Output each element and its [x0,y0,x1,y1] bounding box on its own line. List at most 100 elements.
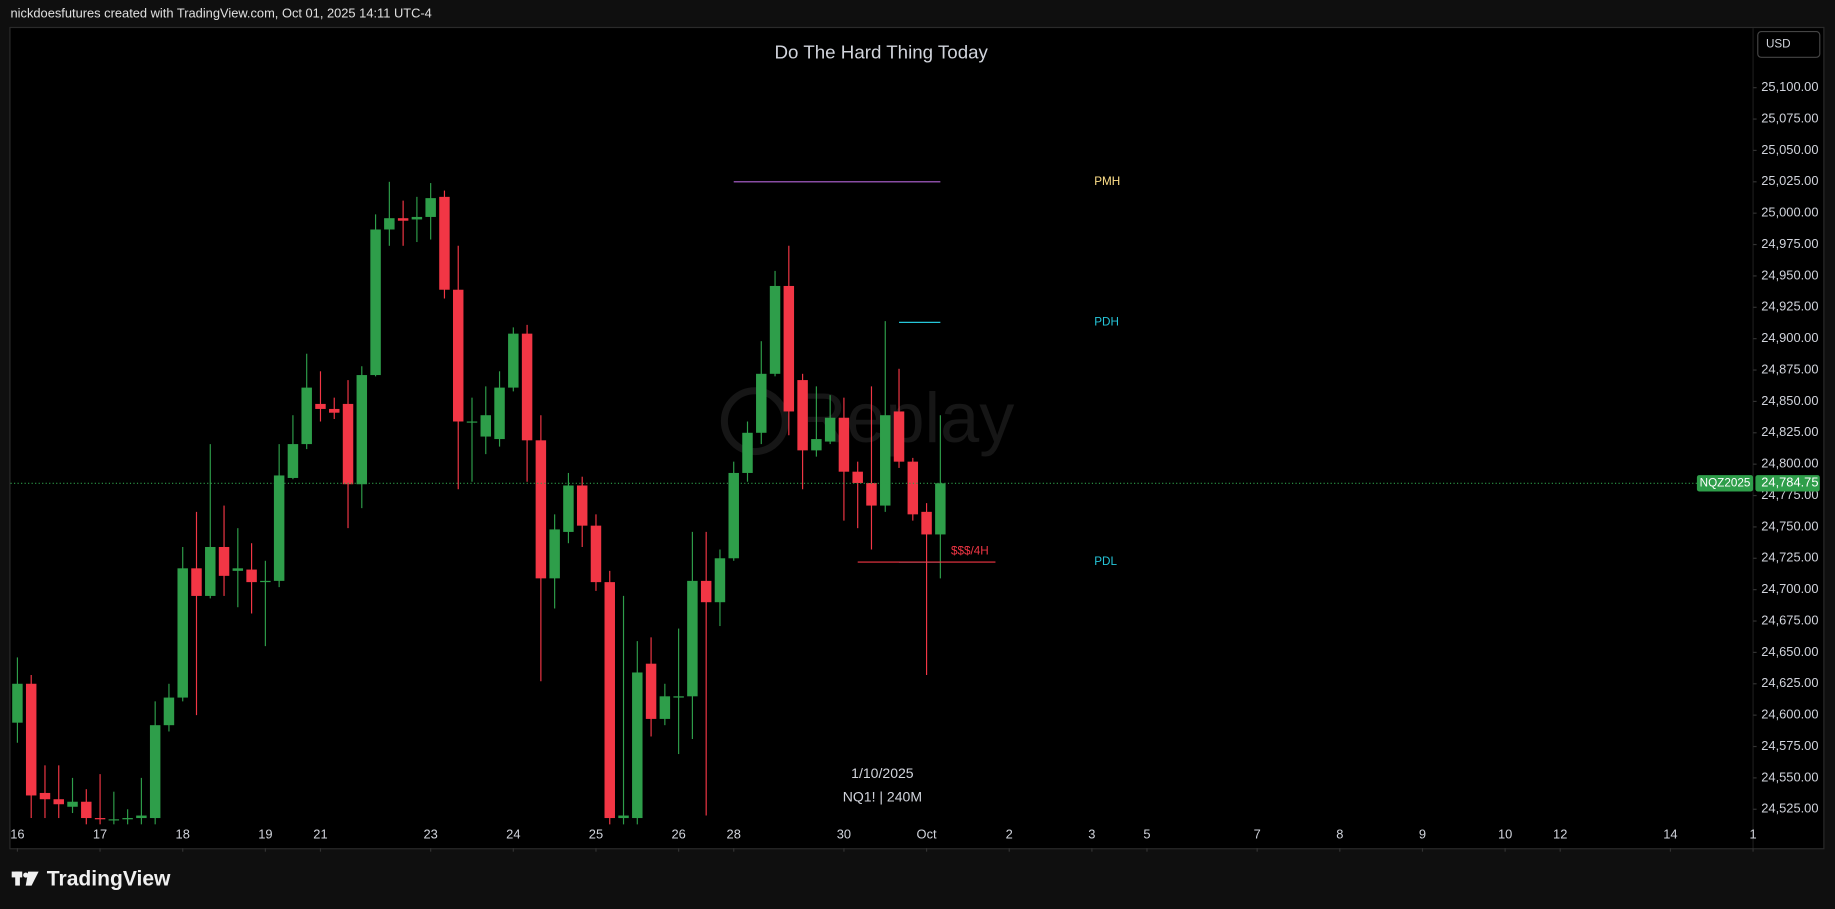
candle-body [12,683,23,723]
y-tick-label: 24,900.00 [1761,330,1818,345]
candle-body [384,218,395,230]
candle-body [232,568,244,571]
x-tick-label: 23 [424,827,438,842]
candle-body [907,461,919,515]
candle-body [494,387,505,440]
y-tick-label: 24,750.00 [1761,518,1818,533]
candle-body [122,818,133,820]
candle-body [687,580,698,697]
y-tick-label: 24,875.00 [1761,361,1818,376]
candle-body [439,196,450,290]
y-tick-label: 24,850.00 [1761,393,1818,408]
y-tick-label: 24,550.00 [1761,769,1818,784]
symbol-tag [1696,475,1754,492]
candle-body [356,375,368,485]
candle-body [756,373,767,433]
x-tick-label: 19 [258,827,272,842]
date-label: 1/10/2025 [851,765,914,781]
candle-body [53,799,64,805]
candle-body [811,439,822,451]
currency-button[interactable] [1757,31,1821,58]
logo-dot [23,872,29,878]
candle-body [411,216,423,220]
y-tick-label: 24,625.00 [1761,675,1818,690]
watermark: Replay [796,378,1015,457]
candle-body [136,815,147,819]
x-tick-label: 26 [671,827,685,842]
candle-body [673,696,684,698]
y-tick-label: 24,575.00 [1761,738,1818,753]
x-tick-label: 25 [589,827,603,842]
x-tick-label: 5 [1143,827,1150,842]
candle-body [852,471,863,483]
x-tick-label: 9 [1419,827,1426,842]
interval-label: NQ1! | 240M [843,789,922,805]
candle-body [632,672,643,819]
candle-body [163,697,175,726]
candle-body [218,546,230,576]
candle-body [769,285,781,374]
watermark-icon [720,387,789,456]
candle-body [618,815,629,819]
candle-body [287,444,299,478]
candle-body [466,421,478,423]
candle-body [480,415,492,437]
last-price-label: 24,784.75 [1761,475,1818,490]
y-tick-label: 24,700.00 [1761,581,1818,596]
candle-body [397,218,409,221]
candle-body [645,663,657,719]
y-tick-label: 25,100.00 [1761,79,1818,94]
candle-body [301,387,312,445]
candle-body [893,411,905,462]
candle-body [315,403,326,409]
y-tick-label: 24,725.00 [1761,550,1818,565]
candle-body [576,485,588,526]
candle-body [728,472,739,559]
logo [11,871,39,886]
candle-body [25,683,37,796]
candle-body [604,582,615,819]
y-tick-label: 24,950.00 [1761,267,1818,282]
candle-body [94,818,106,820]
candle-body [452,289,464,422]
candle-body [838,417,850,472]
candle-body [521,333,533,441]
x-tick-label: 30 [837,827,851,842]
x-tick-label: 12 [1553,827,1567,842]
candle-body [563,485,574,532]
candle-body [590,525,602,583]
candle-body [866,482,877,506]
candle-body [370,229,381,376]
candle-body [742,432,753,473]
candle-body [39,792,51,800]
candle-body [935,483,946,535]
x-tick-label: 16 [10,827,24,842]
y-tick-label: 24,525.00 [1761,801,1818,816]
candle-body [659,696,671,719]
y-tick-label: 24,975.00 [1761,236,1818,251]
x-tick-label: 3 [1088,827,1095,842]
logo-stem [15,871,20,886]
candle-body [205,546,216,596]
x-tick-label: 10 [1498,827,1512,842]
candle-body [260,580,271,583]
last-price-tag [1755,475,1820,492]
x-tick-label: 8 [1336,827,1343,842]
x-tick-label: Oct [917,827,937,842]
candle-body [108,819,120,821]
candle-body [714,558,726,603]
chart-title: Do The Hard Thing Today [775,42,989,63]
y-tick-label: 24,825.00 [1761,424,1818,439]
x-tick-label: 2 [1006,827,1013,842]
level-label: PMH [1094,175,1120,188]
currency[interactable]: USD [1766,38,1791,51]
header-credit: nickdoesfutures created with TradingView… [11,5,432,20]
candle-body [508,333,519,388]
y-tick-label: 25,075.00 [1761,110,1818,125]
candle-body [700,580,712,603]
y-tick-label: 25,050.00 [1761,142,1818,157]
y-tick-label: 25,025.00 [1761,173,1818,188]
candle-body [824,417,836,442]
